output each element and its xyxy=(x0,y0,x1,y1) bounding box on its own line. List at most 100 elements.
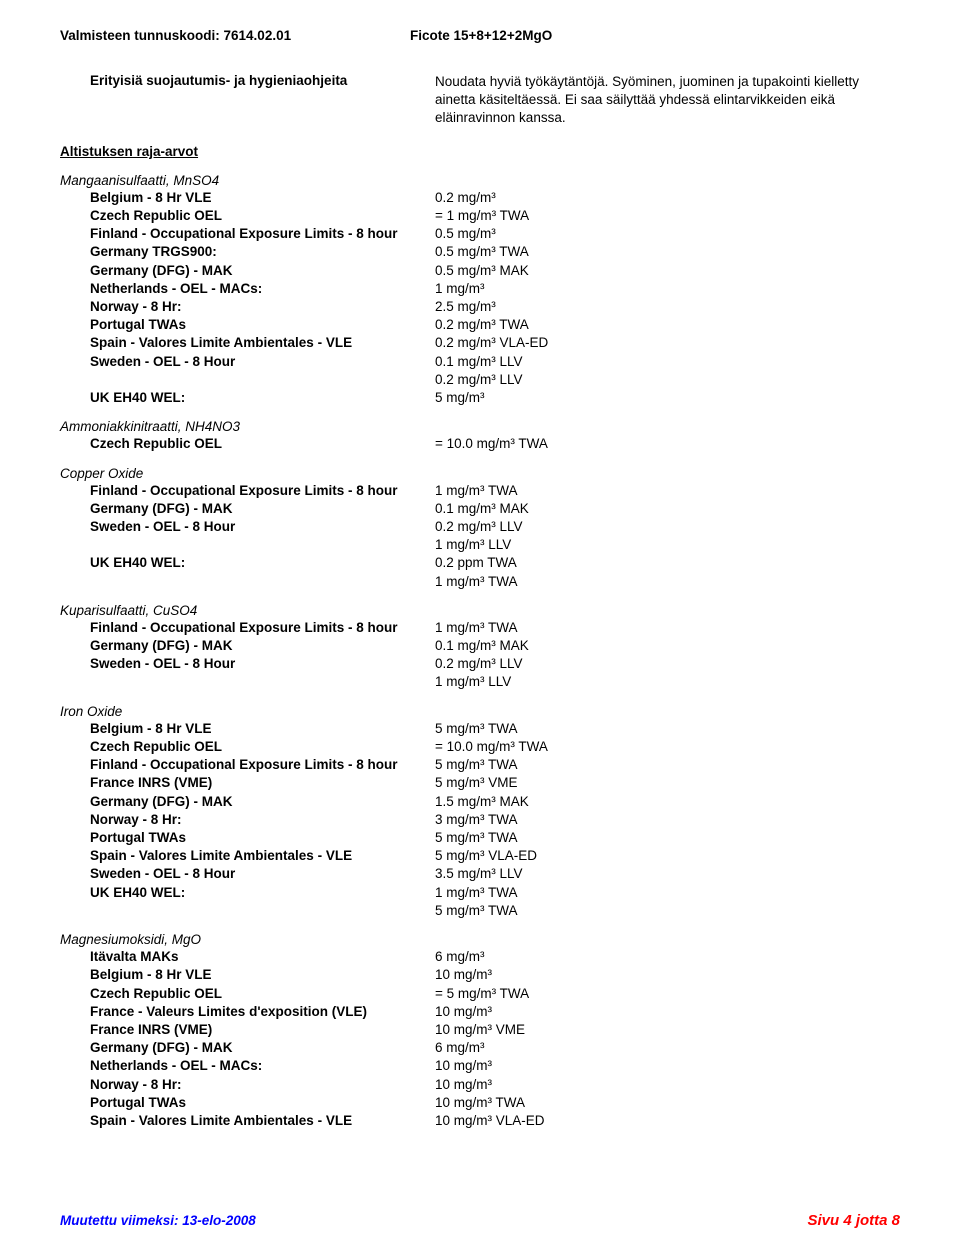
exposure-row: Itävalta MAKs6 mg/m³ xyxy=(90,948,900,966)
exposure-row: Spain - Valores Limite Ambientales - VLE… xyxy=(90,334,900,352)
exposure-label: Czech Republic OEL xyxy=(90,985,435,1003)
document-header: Valmisteen tunnuskoodi: 7614.02.01 Ficot… xyxy=(60,28,900,43)
exposure-label: Belgium - 8 Hr VLE xyxy=(90,720,435,738)
exposure-label: Finland - Occupational Exposure Limits -… xyxy=(90,756,435,774)
exposure-value: 6 mg/m³ xyxy=(435,948,900,966)
exposure-label: Spain - Valores Limite Ambientales - VLE xyxy=(90,847,435,865)
exposure-value: 10 mg/m³ xyxy=(435,1003,900,1021)
exposure-row: Sweden - OEL - 8 Hour0.1 mg/m³ LLV xyxy=(90,353,900,371)
exposure-value: 0.1 mg/m³ MAK xyxy=(435,637,900,655)
exposure-row: Norway - 8 Hr:3 mg/m³ TWA xyxy=(90,811,900,829)
exposure-row: Belgium - 8 Hr VLE5 mg/m³ TWA xyxy=(90,720,900,738)
exposure-row: Portugal TWAs0.2 mg/m³ TWA xyxy=(90,316,900,334)
exposure-row: 5 mg/m³ TWA xyxy=(90,902,900,920)
exposure-value: = 1 mg/m³ TWA xyxy=(435,207,900,225)
exposure-value: 1 mg/m³ xyxy=(435,280,900,298)
exposure-value: 0.2 mg/m³ xyxy=(435,189,900,207)
exposure-row: Germany (DFG) - MAK0.1 mg/m³ MAK xyxy=(90,500,900,518)
exposure-value: 0.2 ppm TWA xyxy=(435,554,900,572)
exposure-label: Spain - Valores Limite Ambientales - VLE xyxy=(90,1112,435,1130)
exposure-label: UK EH40 WEL: xyxy=(90,884,435,902)
exposure-value: 5 mg/m³ xyxy=(435,389,900,407)
exposure-value: = 10.0 mg/m³ TWA xyxy=(435,435,900,453)
exposure-label: France INRS (VME) xyxy=(90,774,435,792)
exposure-row: UK EH40 WEL:5 mg/m³ xyxy=(90,389,900,407)
exposure-label: Sweden - OEL - 8 Hour xyxy=(90,353,435,371)
exposure-label: Netherlands - OEL - MACs: xyxy=(90,280,435,298)
exposure-label: Germany TRGS900: xyxy=(90,243,435,261)
exposure-label: Portugal TWAs xyxy=(90,1094,435,1112)
exposure-value: = 10.0 mg/m³ TWA xyxy=(435,738,900,756)
substances-container: Mangaanisulfaatti, MnSO4Belgium - 8 Hr V… xyxy=(60,173,900,1131)
exposure-value: 10 mg/m³ xyxy=(435,1057,900,1075)
exposure-row: Norway - 8 Hr:10 mg/m³ xyxy=(90,1076,900,1094)
footer-modified: Muutettu viimeksi: 13-elo-2008 xyxy=(60,1213,256,1228)
exposure-value: 2.5 mg/m³ xyxy=(435,298,900,316)
exposure-row: Netherlands - OEL - MACs:10 mg/m³ xyxy=(90,1057,900,1075)
exposure-value: 0.1 mg/m³ MAK xyxy=(435,500,900,518)
substance-name: Ammoniakkinitraatti, NH4NO3 xyxy=(60,419,900,434)
exposure-row: Sweden - OEL - 8 Hour3.5 mg/m³ LLV xyxy=(90,865,900,883)
exposure-label: Finland - Occupational Exposure Limits -… xyxy=(90,619,435,637)
exposure-value: 10 mg/m³ xyxy=(435,966,900,984)
exposure-label: Czech Republic OEL xyxy=(90,738,435,756)
exposure-row: Spain - Valores Limite Ambientales - VLE… xyxy=(90,1112,900,1130)
footer-page: Sivu 4 jotta 8 xyxy=(807,1212,900,1229)
exposure-value: 0.2 mg/m³ LLV xyxy=(435,518,900,536)
exposure-row: 1 mg/m³ LLV xyxy=(90,673,900,691)
substance-name: Magnesiumoksidi, MgO xyxy=(60,932,900,947)
exposure-value: 10 mg/m³ VME xyxy=(435,1021,900,1039)
exposure-row: Netherlands - OEL - MACs:1 mg/m³ xyxy=(90,280,900,298)
footer: Muutettu viimeksi: 13-elo-2008 Sivu 4 jo… xyxy=(60,1212,900,1229)
exposure-value: 1 mg/m³ LLV xyxy=(435,673,900,691)
exposure-label: Belgium - 8 Hr VLE xyxy=(90,966,435,984)
exposure-row: Czech Republic OEL= 10.0 mg/m³ TWA xyxy=(90,738,900,756)
exposure-label: UK EH40 WEL: xyxy=(90,554,435,572)
exposure-label: France INRS (VME) xyxy=(90,1021,435,1039)
exposure-label: Sweden - OEL - 8 Hour xyxy=(90,655,435,673)
exposure-label xyxy=(90,902,435,920)
exposure-row: Portugal TWAs10 mg/m³ TWA xyxy=(90,1094,900,1112)
substance: Magnesiumoksidi, MgOItävalta MAKs6 mg/m³… xyxy=(60,932,900,1130)
exposure-label: Czech Republic OEL xyxy=(90,207,435,225)
substance: Kuparisulfaatti, CuSO4Finland - Occupati… xyxy=(60,603,900,692)
exposure-row: France INRS (VME)5 mg/m³ VME xyxy=(90,774,900,792)
exposure-row: Finland - Occupational Exposure Limits -… xyxy=(90,482,900,500)
substance-name: Copper Oxide xyxy=(60,466,900,481)
exposure-value: 10 mg/m³ VLA-ED xyxy=(435,1112,900,1130)
exposure-row: France - Valeurs Limites d'exposition (V… xyxy=(90,1003,900,1021)
substance: Iron OxideBelgium - 8 Hr VLE5 mg/m³ TWAC… xyxy=(60,704,900,920)
exposure-value: 3 mg/m³ TWA xyxy=(435,811,900,829)
header-product: Ficote 15+8+12+2MgO xyxy=(410,28,900,43)
exposure-row: Belgium - 8 Hr VLE10 mg/m³ xyxy=(90,966,900,984)
page: Valmisteen tunnuskoodi: 7614.02.01 Ficot… xyxy=(0,0,960,1249)
exposure-value: 0.5 mg/m³ MAK xyxy=(435,262,900,280)
exposure-label: Sweden - OEL - 8 Hour xyxy=(90,865,435,883)
exposure-row: 1 mg/m³ TWA xyxy=(90,573,900,591)
exposure-label: Spain - Valores Limite Ambientales - VLE xyxy=(90,334,435,352)
exposure-heading: Altistuksen raja-arvot xyxy=(60,144,900,159)
exposure-value: 5 mg/m³ TWA xyxy=(435,720,900,738)
exposure-label xyxy=(90,673,435,691)
exposure-label: Czech Republic OEL xyxy=(90,435,435,453)
exposure-row: Sweden - OEL - 8 Hour0.2 mg/m³ LLV xyxy=(90,518,900,536)
intro-label: Erityisiä suojautumis- ja hygieniaohjeit… xyxy=(90,73,435,128)
exposure-row: Czech Republic OEL= 5 mg/m³ TWA xyxy=(90,985,900,1003)
intro-row: Erityisiä suojautumis- ja hygieniaohjeit… xyxy=(90,73,900,128)
exposure-value: 5 mg/m³ TWA xyxy=(435,829,900,847)
exposure-row: Germany (DFG) - MAK1.5 mg/m³ MAK xyxy=(90,793,900,811)
exposure-row: 0.2 mg/m³ LLV xyxy=(90,371,900,389)
exposure-label: Germany (DFG) - MAK xyxy=(90,262,435,280)
exposure-value: 0.5 mg/m³ xyxy=(435,225,900,243)
exposure-label: Norway - 8 Hr: xyxy=(90,298,435,316)
exposure-label: Sweden - OEL - 8 Hour xyxy=(90,518,435,536)
exposure-label: Netherlands - OEL - MACs: xyxy=(90,1057,435,1075)
exposure-label: Germany (DFG) - MAK xyxy=(90,793,435,811)
exposure-row: Norway - 8 Hr:2.5 mg/m³ xyxy=(90,298,900,316)
exposure-row: Portugal TWAs5 mg/m³ TWA xyxy=(90,829,900,847)
exposure-label: Portugal TWAs xyxy=(90,829,435,847)
exposure-row: UK EH40 WEL:0.2 ppm TWA xyxy=(90,554,900,572)
substance: Copper OxideFinland - Occupational Expos… xyxy=(60,466,900,591)
exposure-value: 1 mg/m³ TWA xyxy=(435,482,900,500)
exposure-label xyxy=(90,573,435,591)
